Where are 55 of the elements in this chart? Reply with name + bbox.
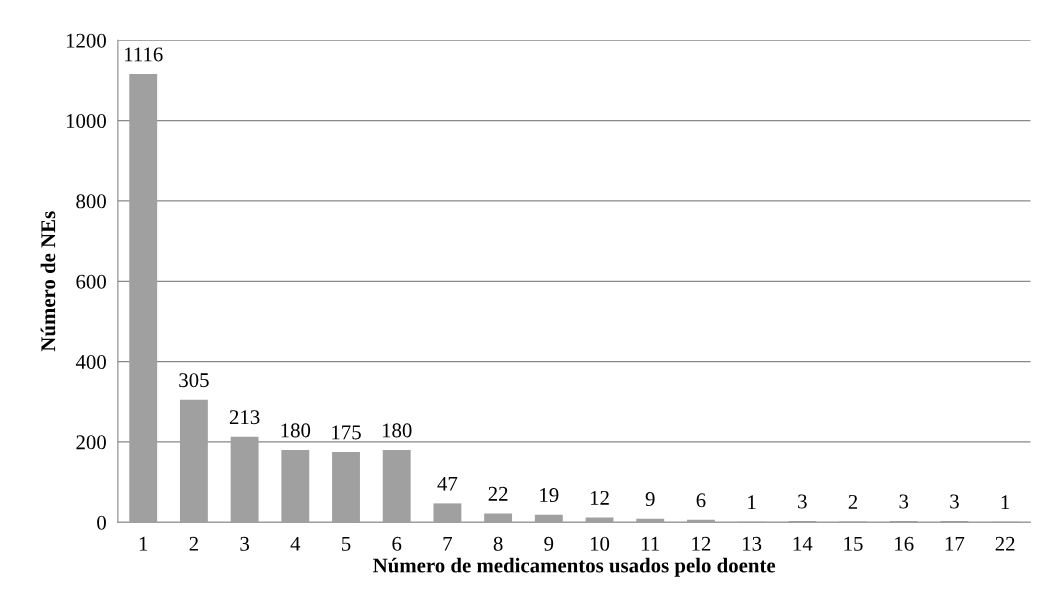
- y-axis-title: Número de NEs: [40, 211, 56, 352]
- x-tick-label: 3: [240, 536, 250, 551]
- data-label: 9: [645, 492, 655, 507]
- x-tick-label: 13: [743, 536, 762, 551]
- x-tick-label: 14: [793, 536, 813, 551]
- data-label: 3: [899, 494, 909, 509]
- data-label: 12: [590, 490, 609, 505]
- data-label: 3: [950, 494, 959, 509]
- data-label: 3: [798, 494, 807, 509]
- y-tick-label: 800: [76, 194, 106, 209]
- x-tick-label: 6: [392, 536, 402, 551]
- x-axis-title: Número de medicamentos usados pelo doente: [373, 557, 776, 577]
- bar: [484, 513, 513, 523]
- x-tick-label: 16: [895, 536, 914, 551]
- data-label: 180: [281, 423, 311, 438]
- bar: [179, 399, 208, 523]
- data-label: 2: [848, 494, 858, 509]
- data-label: 47: [437, 476, 458, 491]
- data-label: 213: [229, 410, 260, 425]
- data-label: 1: [748, 495, 756, 510]
- bar: [433, 503, 462, 523]
- x-tick-label: 22: [995, 536, 1015, 551]
- data-label: 1: [1001, 495, 1010, 510]
- bar: [129, 74, 158, 523]
- y-tick-label: 400: [75, 354, 106, 370]
- x-tick-label: 1: [139, 536, 148, 551]
- x-tick-label: 15: [844, 536, 863, 551]
- y-tick-label: 200: [76, 435, 106, 450]
- bar: [332, 451, 360, 523]
- bar: [585, 517, 614, 523]
- data-label: 22: [488, 486, 508, 501]
- data-label: 180: [382, 423, 412, 438]
- bar: [281, 449, 310, 523]
- y-tick-label: 1000: [66, 113, 106, 129]
- bar: [382, 449, 411, 523]
- x-tick-label: 8: [493, 536, 503, 551]
- y-tick-label: 1200: [66, 33, 106, 48]
- y-tick-label: 0: [97, 515, 106, 530]
- x-tick-label: 7: [443, 536, 453, 551]
- data-label: 175: [332, 425, 361, 440]
- x-tick-label: 9: [544, 536, 554, 551]
- data-label: 305: [179, 373, 209, 388]
- x-tick-label: 4: [290, 536, 301, 551]
- x-tick-label: 5: [342, 536, 351, 551]
- data-label: 19: [540, 488, 559, 503]
- y-tick-label: 600: [76, 274, 106, 289]
- x-tick-label: 12: [692, 536, 711, 551]
- data-label: 1116: [124, 47, 163, 62]
- x-tick-label: 10: [590, 536, 610, 551]
- x-tick-label: 11: [642, 536, 659, 551]
- x-tick-label: 2: [189, 536, 198, 551]
- data-label: 6: [696, 493, 706, 508]
- bar: [230, 436, 259, 523]
- bar: [534, 514, 563, 523]
- x-tick-label: 17: [945, 536, 965, 551]
